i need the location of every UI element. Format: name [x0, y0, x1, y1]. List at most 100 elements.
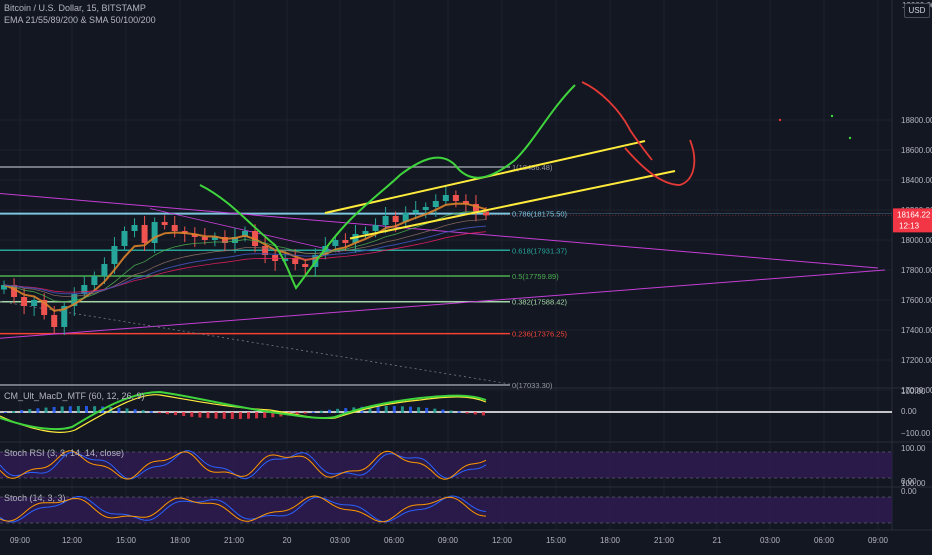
macd-tick-label: 100.00 — [901, 387, 926, 396]
candle-body — [472, 204, 479, 212]
macd-histogram-bar — [319, 410, 323, 413]
candle-body — [231, 237, 238, 243]
stoch-d-line — [0, 495, 487, 523]
candle-body — [483, 211, 489, 216]
macd-histogram-bar — [433, 408, 437, 413]
candle-body — [211, 237, 218, 240]
macd-label: CM_Ult_MacD_MTF (60, 12, 26, 9) — [4, 391, 145, 401]
candle-body — [61, 306, 68, 327]
macd-histogram-bar — [441, 409, 445, 413]
macd-tick-label: −100.00 — [901, 429, 931, 438]
candle-body — [242, 231, 248, 237]
candle-body — [262, 246, 269, 255]
macd-line — [0, 390, 487, 431]
fib-level-label: 0.236(17376.25) — [512, 330, 568, 339]
fib-level-label: 0.786(18175.50) — [512, 210, 568, 219]
indicator-legend: EMA 21/55/89/200 & SMA 50/100/200 — [4, 15, 156, 25]
candle-body — [21, 297, 28, 306]
candle-body — [442, 195, 449, 201]
candle-body — [31, 300, 38, 306]
stoch-rsi-tick-label: 0.00 — [901, 477, 917, 486]
macd-histogram-bar — [190, 412, 194, 417]
stoch-tick-label: 0.00 — [901, 487, 917, 496]
macd-histogram-bar — [44, 407, 48, 413]
candle-body — [131, 225, 138, 231]
dashed-trend-line — [0, 301, 511, 385]
candle-body — [402, 213, 409, 222]
time-tick-label: 18:00 — [600, 536, 621, 545]
projection-green-path — [199, 84, 576, 290]
candle-body — [91, 276, 98, 285]
sma-200-line — [3, 225, 487, 295]
ema-200-line — [3, 231, 487, 293]
time-tick-label: 15:00 — [546, 536, 567, 545]
price-tick-label: 17000.00 — [901, 386, 932, 395]
fib-level-label: 1(18486.48) — [512, 163, 553, 172]
time-tick-label: 21 — [713, 536, 722, 545]
ema-55-line — [3, 211, 487, 303]
time-tick-label: 21:00 — [654, 536, 675, 545]
candle-body — [81, 285, 88, 294]
macd-histogram-bar — [247, 412, 250, 419]
stoch-label: Stoch (14, 3, 3) — [4, 493, 66, 503]
candle-body — [292, 258, 299, 264]
macd-histogram-bar — [336, 408, 340, 413]
symbol-title: Bitcoin / U.S. Dollar, 15, BITSTAMP — [4, 3, 146, 13]
candle-body — [372, 225, 379, 231]
macd-histogram-bar — [93, 406, 97, 413]
stoch-tick-label: 100.00 — [901, 479, 926, 488]
macd-histogram-bar — [303, 412, 307, 414]
candle-body — [342, 240, 349, 243]
candle-body — [201, 237, 208, 240]
macd-histogram-bar — [206, 412, 210, 419]
candle-body — [41, 300, 48, 315]
time-tick-label: 15:00 — [116, 536, 137, 545]
macd-histogram-bar — [166, 412, 169, 415]
macd-histogram-bar — [481, 412, 485, 416]
candle-body — [462, 201, 469, 204]
macd-histogram-bar — [238, 412, 242, 419]
currency-button[interactable]: USD — [904, 3, 930, 18]
macd-histogram-bar — [400, 406, 404, 413]
countdown-label: 12:13 — [899, 221, 920, 230]
macd-histogram-bar — [368, 406, 372, 413]
ema-89-line — [3, 219, 487, 297]
macd-histogram-bar — [425, 407, 429, 413]
channel-lower-line — [349, 170, 676, 240]
price-tick-label: 18000.00 — [901, 236, 932, 245]
time-tick-label: 12:00 — [62, 536, 83, 545]
candle-body — [432, 201, 439, 207]
fib-level-label: 0.382(17588.42) — [512, 298, 568, 307]
macd-histogram-bar — [125, 408, 129, 413]
macd-histogram-bar — [85, 406, 88, 413]
macd-histogram-bar — [133, 409, 137, 413]
macd-histogram-bar — [198, 412, 202, 418]
time-tick-label: 09:00 — [10, 536, 31, 545]
time-tick-label: 06:00 — [814, 536, 835, 545]
fib-level-label: 0.5(17759.89) — [512, 272, 559, 281]
time-tick-label: 20 — [283, 536, 292, 545]
macd-histogram-bar — [311, 411, 315, 413]
stoch-band — [0, 497, 892, 523]
candle-body — [51, 315, 58, 327]
candle-body — [382, 216, 389, 225]
macd-histogram-bar — [328, 409, 331, 413]
stoch-rsi-label: Stoch RSI (3, 3, 14, 14, close) — [4, 448, 125, 458]
macd-histogram-bar — [409, 406, 412, 413]
macd-histogram-bar — [457, 411, 461, 413]
time-tick-label: 18:00 — [170, 536, 191, 545]
macd-histogram-bar — [222, 412, 226, 419]
macd-histogram-bar — [68, 406, 72, 413]
candle-body — [1, 285, 7, 290]
fib-level-label: 0(17033.30) — [512, 381, 553, 390]
marker-dot — [848, 136, 852, 140]
price-tick-label: 17200.00 — [901, 356, 932, 365]
macd-histogram-bar — [230, 412, 234, 419]
uptrend-line — [0, 269, 886, 339]
candle-body — [101, 264, 108, 276]
macd-histogram-bar — [174, 412, 178, 416]
candle-body — [161, 222, 168, 225]
price-tick-label: 17800.00 — [901, 266, 932, 275]
